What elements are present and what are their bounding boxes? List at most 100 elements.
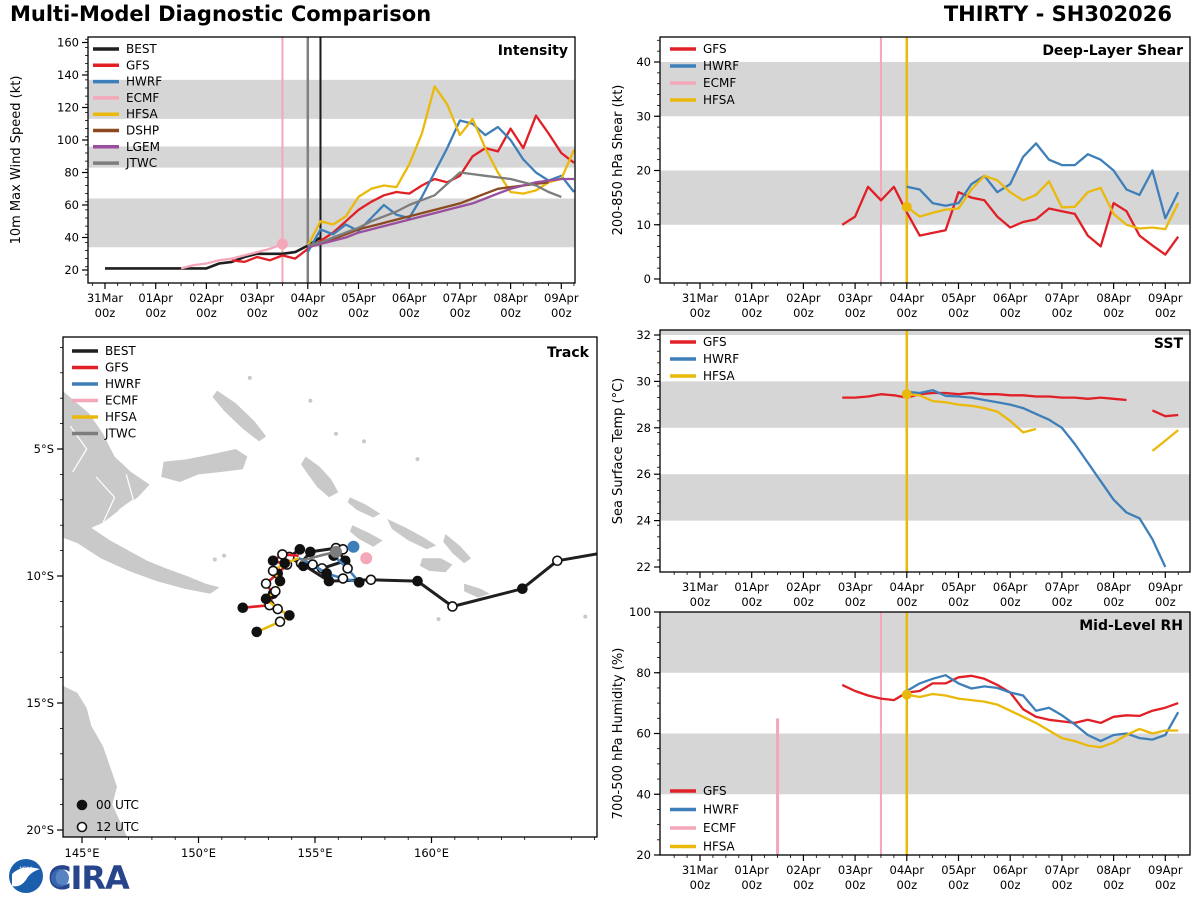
sst-xtick-hour: 00z: [1155, 595, 1176, 609]
landmass: [464, 583, 490, 598]
sst-category-band: [660, 474, 1190, 521]
shear-xtick-date: 02Apr: [786, 291, 821, 305]
sst-legend-label-hwrf: HWRF: [703, 352, 739, 366]
shear-xtick-hour: 00z: [1155, 306, 1176, 320]
track-point-ecmf: [360, 552, 373, 565]
rh-xtick-hour: 00z: [1103, 878, 1124, 892]
track-point-best: [447, 601, 458, 612]
intensity-xtick-hour: 00z: [348, 306, 369, 320]
intensity-xtick-hour: 00z: [297, 306, 318, 320]
sst-legend-label-gfs: GFS: [703, 335, 727, 349]
track-point-hwrf: [342, 563, 353, 574]
rh-ylabel: 700-500 hPa Humidity (%): [611, 648, 626, 820]
intensity-series-jtwc: [307, 171, 562, 247]
intensity-ylabel: 10m Max Wind Speed (kt): [9, 76, 24, 245]
shear-ytick-label: 0: [644, 272, 651, 286]
islet: [333, 431, 338, 436]
shear-ytick-label: 10: [636, 218, 651, 232]
shear-xtick-date: 05Apr: [941, 291, 976, 305]
sst-ytick-label: 22: [636, 560, 651, 574]
intensity-series-best: [105, 236, 322, 270]
islet: [583, 614, 588, 619]
intensity-xtick-date: 01Apr: [138, 291, 173, 305]
rh-hfsa-init-dot: [901, 689, 912, 700]
sst-xtick-hour: 00z: [1000, 595, 1021, 609]
shear-ylabel: 200-850 hPa Shear (kt): [611, 85, 626, 236]
sst-xtick-hour: 00z: [690, 595, 711, 609]
intensity-xtick-date: 02Apr: [189, 291, 224, 305]
intensity-ytick-label: 160: [57, 36, 79, 50]
landmass: [419, 558, 453, 573]
map-lon-label: 160°E: [414, 846, 449, 860]
rh-xtick-hour: 00z: [793, 878, 814, 892]
shear-xtick-hour: 00z: [690, 306, 711, 320]
islet: [212, 557, 217, 562]
track-point-gfs: [237, 602, 249, 614]
rh-xtick-date: 06Apr: [993, 863, 1028, 877]
landmass: [161, 449, 248, 482]
shear-panel-title: Deep-Layer Shear: [1042, 43, 1183, 59]
landmass: [387, 518, 437, 550]
rh-xtick-hour: 00z: [1052, 878, 1073, 892]
sst-xtick-date: 09Apr: [1148, 580, 1183, 594]
intensity-ecmf-init-dot: [276, 238, 288, 250]
shear-xtick-hour: 00z: [1000, 306, 1021, 320]
shear-ytick-label: 20: [636, 164, 651, 178]
shear-xtick-date: 08Apr: [1096, 291, 1131, 305]
shear-xtick-date: 09Apr: [1148, 291, 1183, 305]
rh-category-band: [660, 733, 1190, 795]
track-legend-label-jtwc: JTWC: [104, 427, 136, 441]
sst-xtick-hour: 00z: [845, 595, 866, 609]
track-point-gfs: [267, 555, 279, 567]
panel-track: 5°S 10°S 15°S 20°S 145°E 150°E 155°E 160°E Track…: [26, 336, 598, 860]
intensity-xtick-hour: 00z: [247, 306, 268, 320]
panel-rh: 2040608010031Mar00z01Apr00z02Apr00z03Apr…: [611, 605, 1191, 892]
map-lat-label: 5°S: [34, 442, 54, 456]
track-point-hfsa: [251, 626, 263, 638]
sst-ytick-label: 26: [636, 467, 651, 481]
sst-series-gfs: [1151, 409, 1179, 418]
sst-ytick-label: 32: [636, 328, 651, 342]
rh-series-hwrf: [906, 674, 1180, 743]
shear-xtick-hour: 00z: [741, 306, 762, 320]
intensity-xtick-date: 03Apr: [240, 291, 275, 305]
sst-xtick-hour: 00z: [793, 595, 814, 609]
shear-xtick-date: 03Apr: [838, 291, 873, 305]
border-line: [118, 474, 134, 511]
shear-series-hwrf: [906, 142, 1180, 220]
shear-xtick-hour: 00z: [793, 306, 814, 320]
track-point-hfsa: [274, 575, 286, 587]
intensity-ytick-label: 80: [64, 166, 79, 180]
intensity-legend-label-gfs: GFS: [126, 58, 150, 72]
intensity-xtick-date: 06Apr: [392, 291, 427, 305]
rh-ytick-label: 80: [636, 666, 651, 680]
rh-xtick-date: 07Apr: [1045, 863, 1080, 877]
rh-series-gfs: [841, 674, 1179, 725]
rh-xtick-date: 05Apr: [941, 863, 976, 877]
sst-ytick-label: 28: [636, 421, 651, 435]
storm-id-title: THIRTY - SH302026: [943, 2, 1172, 26]
rh-xtick-hour: 00z: [896, 878, 917, 892]
sst-legend-label-hfsa: HFSA: [703, 369, 736, 383]
cira-globe-icon: [51, 869, 69, 887]
track-point-jtwc: [329, 545, 342, 558]
utc-marker-filled: [76, 799, 88, 811]
rh-legend-label-gfs: GFS: [703, 784, 727, 798]
panel-sst: 22242628303231Mar00z01Apr00z02Apr00z03Ap…: [611, 328, 1191, 609]
landmass: [63, 685, 128, 837]
utc-label: 12 UTC: [96, 820, 139, 834]
landmass: [347, 497, 381, 518]
shear-legend-label-hwrf: HWRF: [703, 59, 739, 73]
track-point-best: [552, 555, 563, 567]
intensity-ytick-label: 20: [64, 263, 79, 277]
intensity-legend-label-ecmf: ECMF: [126, 91, 159, 105]
shear-ytick-label: 30: [636, 109, 651, 123]
map-lon-label: 145°E: [65, 846, 100, 860]
track-legend-label-hwrf: HWRF: [105, 377, 141, 391]
intensity-legend-label-jtwc: JTWC: [125, 156, 157, 170]
sst-xtick-date: 07Apr: [1045, 580, 1080, 594]
intensity-xtick-hour: 00z: [145, 306, 166, 320]
track-point-gfs: [260, 578, 272, 589]
intensity-series-gfs: [231, 114, 575, 264]
shear-xtick-date: 01Apr: [734, 291, 769, 305]
